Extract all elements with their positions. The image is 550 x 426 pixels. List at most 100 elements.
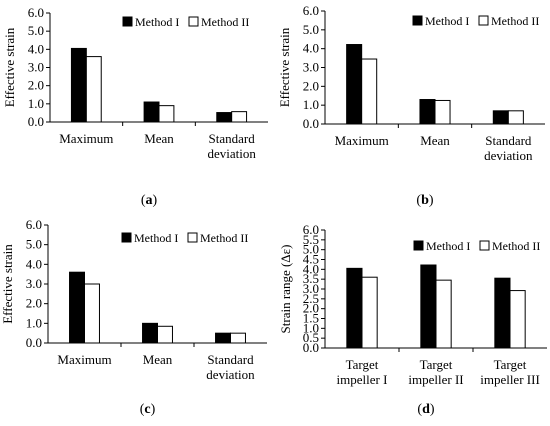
bar-method-1 bbox=[346, 267, 363, 349]
legend-swatch-method-1 bbox=[413, 240, 424, 251]
y-tick-label: 4.0 bbox=[303, 41, 319, 56]
bar-method-2 bbox=[230, 332, 246, 344]
caption-letter: b bbox=[421, 193, 429, 208]
y-tick-label: 4.0 bbox=[28, 41, 44, 56]
bar-method-1 bbox=[420, 264, 437, 349]
y-tick-label: 1.0 bbox=[28, 96, 44, 111]
x-category-label: Standard bbox=[485, 133, 532, 148]
y-axis-label: Strain range (Δε) bbox=[278, 245, 293, 334]
y-axis-label: Effective strain bbox=[0, 244, 15, 324]
x-category-label: Standard bbox=[209, 131, 256, 146]
x-category-label: Mean bbox=[420, 133, 450, 148]
y-tick-label: 5.5 bbox=[303, 232, 319, 247]
legend-label-method-1: Method I bbox=[135, 15, 179, 29]
bar-method-2 bbox=[157, 325, 173, 344]
legend-label-method-2: Method II bbox=[200, 231, 248, 245]
y-tick-label: 0.0 bbox=[26, 335, 42, 350]
x-category-label: Maximum bbox=[335, 133, 389, 148]
bar-method-1 bbox=[143, 101, 160, 123]
legend-swatch-method-1 bbox=[412, 15, 423, 26]
y-tick-label: 5.0 bbox=[303, 242, 319, 257]
caption-paren: ( bbox=[141, 193, 146, 208]
legend-swatch-method-2 bbox=[187, 232, 198, 243]
bar-method-1 bbox=[70, 47, 87, 123]
y-tick-label: 0.0 bbox=[303, 340, 319, 355]
legend-label-method-2: Method II bbox=[491, 14, 539, 28]
caption-paren: ( bbox=[417, 402, 422, 417]
x-category-label: impeller I bbox=[337, 372, 388, 387]
x-category-label: Standard bbox=[207, 352, 254, 367]
legend-swatch-method-2 bbox=[478, 15, 489, 26]
y-tick-label: 2.0 bbox=[303, 301, 319, 316]
bar-method-1 bbox=[346, 44, 363, 125]
y-tick-label: 5.0 bbox=[28, 23, 44, 38]
x-category-label: Maximum bbox=[59, 131, 113, 146]
x-category-label: Target bbox=[420, 357, 453, 372]
legend-label-method-1: Method I bbox=[426, 239, 470, 253]
bar-method-2 bbox=[231, 111, 248, 123]
legend-swatch-method-2 bbox=[479, 240, 490, 251]
y-tick-label: 0.0 bbox=[303, 116, 319, 131]
bar-method-1 bbox=[69, 271, 86, 344]
caption-paren: ) bbox=[429, 193, 434, 208]
x-category-label: Maximum bbox=[57, 352, 111, 367]
x-category-label: impeller II bbox=[408, 372, 463, 387]
caption-letter: a bbox=[146, 193, 153, 208]
x-category-label: Mean bbox=[143, 352, 173, 367]
y-tick-label: 6.0 bbox=[26, 217, 42, 232]
chart-d: 0.00.51.01.52.02.53.03.54.04.55.05.56.0 S… bbox=[278, 222, 547, 417]
x-category-label: deviation bbox=[207, 146, 256, 161]
bar-method-2 bbox=[158, 105, 175, 123]
y-tick-label: 0.0 bbox=[28, 114, 44, 129]
caption-paren: ) bbox=[151, 402, 156, 417]
legend-swatch-method-1 bbox=[121, 232, 132, 243]
y-tick-label: 4.5 bbox=[303, 252, 319, 267]
y-tick-label: 6.0 bbox=[28, 5, 44, 20]
y-tick-label: 3.0 bbox=[28, 60, 44, 75]
y-tick-label: 6.0 bbox=[303, 222, 319, 237]
caption-paren: ) bbox=[153, 193, 158, 208]
y-tick-label: 3.0 bbox=[26, 276, 42, 291]
y-tick-label: 4.0 bbox=[303, 261, 319, 276]
y-tick-label: 4.0 bbox=[26, 256, 42, 271]
y-axis-label: Effective strain bbox=[277, 27, 292, 107]
legend-swatch-method-2 bbox=[188, 16, 199, 27]
legend-label-method-2: Method II bbox=[492, 239, 540, 253]
y-tick-label: 6.0 bbox=[303, 3, 319, 18]
panel-caption: (b) bbox=[416, 193, 433, 208]
y-tick-label: 3.5 bbox=[303, 271, 319, 286]
y-tick-label: 1.0 bbox=[303, 320, 319, 335]
chart-c: 0.0 1.0 2.0 3.0 4.0 5.0 6.0 Effective strain Max… bbox=[0, 217, 267, 417]
panel-caption: (a) bbox=[141, 193, 158, 208]
legend-label-method-2: Method II bbox=[201, 15, 249, 29]
legend-label-method-1: Method I bbox=[134, 231, 178, 245]
panel-caption: (d) bbox=[417, 402, 434, 417]
legend-label-method-1: Method I bbox=[425, 14, 469, 28]
x-category-label: deviation bbox=[206, 367, 255, 382]
y-tick-label: 3.0 bbox=[303, 60, 319, 75]
bar-method-2 bbox=[85, 56, 102, 123]
bar-method-1 bbox=[494, 277, 511, 349]
y-tick-label: 1.0 bbox=[303, 97, 319, 112]
y-tick-label: 1.0 bbox=[26, 315, 42, 330]
bar-method-2 bbox=[507, 110, 524, 125]
y-tick-label: 2.0 bbox=[26, 296, 42, 311]
bar-method-2 bbox=[84, 283, 100, 344]
y-tick-label: 0.5 bbox=[303, 330, 319, 345]
y-tick-label: 2.0 bbox=[303, 78, 319, 93]
x-category-label: Mean bbox=[144, 131, 174, 146]
bar-method-2 bbox=[361, 276, 378, 349]
bar-method-1 bbox=[142, 322, 159, 344]
bar-method-2 bbox=[434, 99, 451, 125]
y-tick-label: 5.0 bbox=[303, 22, 319, 37]
caption-paren: ( bbox=[140, 402, 145, 417]
x-category-label: Target bbox=[494, 357, 527, 372]
caption-paren: ) bbox=[430, 402, 435, 417]
y-axis-label: Effective strain bbox=[2, 27, 17, 107]
bar-method-2 bbox=[509, 290, 526, 349]
x-category-label: Target bbox=[346, 357, 379, 372]
bar-method-2 bbox=[361, 58, 378, 125]
panel-caption: (c) bbox=[140, 402, 156, 417]
bar-method-1 bbox=[216, 112, 233, 123]
